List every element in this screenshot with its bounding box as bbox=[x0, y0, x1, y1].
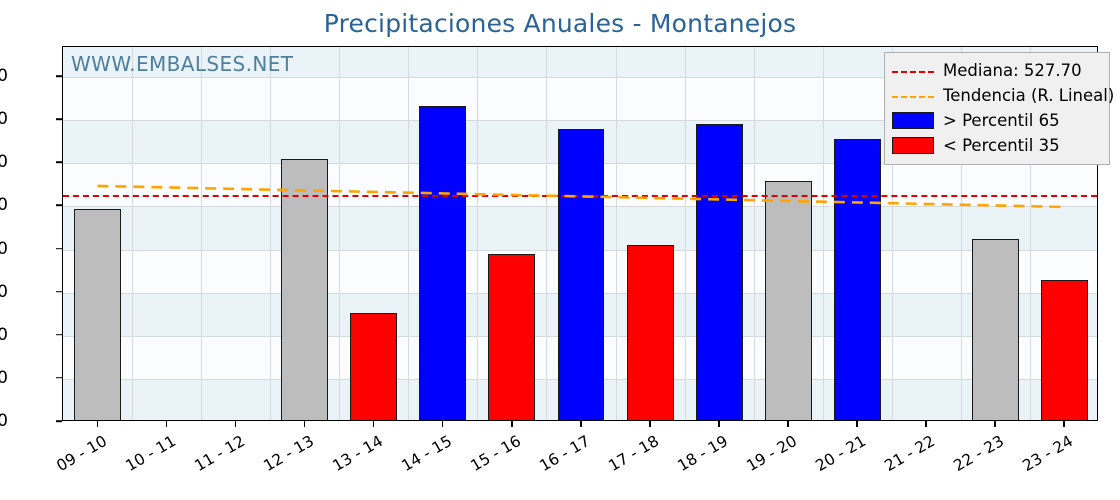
page-title: Precipitaciones Anuales - Montanejos bbox=[323, 9, 797, 38]
gridline-vertical bbox=[270, 47, 272, 420]
y-tick-mark bbox=[56, 290, 62, 293]
legend-item[interactable]: Tendencia (R. Lineal) bbox=[892, 83, 1114, 108]
x-tick-mark bbox=[580, 421, 582, 427]
x-tick-mark bbox=[372, 421, 375, 427]
bar[interactable] bbox=[74, 208, 121, 420]
gridline-vertical bbox=[339, 47, 341, 420]
gridline-horizontal bbox=[63, 120, 1097, 122]
x-tick-mark bbox=[856, 421, 858, 427]
gridline-vertical bbox=[477, 47, 479, 420]
legend-swatch-box bbox=[892, 112, 934, 129]
y-tick-mark bbox=[56, 75, 62, 77]
x-tick-mark bbox=[165, 421, 168, 427]
y-tick-label: 200 bbox=[0, 324, 8, 345]
y-tick-mark bbox=[56, 420, 62, 422]
bar[interactable] bbox=[695, 124, 743, 420]
y-tick-label: 300 bbox=[0, 281, 8, 302]
y-tick-label: 700 bbox=[0, 109, 8, 130]
trend-line-path bbox=[97, 184, 1063, 209]
x-tick-mark bbox=[303, 421, 306, 427]
bar[interactable] bbox=[419, 106, 467, 420]
y-tick-label: 400 bbox=[0, 238, 8, 259]
gridline-horizontal bbox=[63, 77, 1097, 79]
legend: Mediana: 527.70 Tendencia (R. Lineal) > Pe… bbox=[884, 52, 1114, 165]
x-tick-mark bbox=[718, 421, 720, 427]
x-tick-mark bbox=[441, 421, 444, 427]
legend-item-label: > Percentil 65 bbox=[943, 111, 1060, 130]
bar[interactable] bbox=[281, 159, 329, 420]
bar[interactable] bbox=[764, 181, 812, 420]
bar[interactable] bbox=[350, 313, 398, 420]
bar[interactable] bbox=[1040, 279, 1088, 420]
gridline-vertical bbox=[546, 47, 548, 420]
legend-swatch-box bbox=[892, 137, 934, 154]
legend-item-label: < Percentil 35 bbox=[943, 136, 1060, 155]
gridline-vertical bbox=[891, 47, 893, 420]
y-tick-label: 500 bbox=[0, 195, 8, 216]
gridline-vertical bbox=[408, 47, 410, 420]
bar[interactable] bbox=[488, 253, 536, 420]
y-tick-mark bbox=[56, 333, 62, 336]
x-tick-mark bbox=[96, 421, 99, 427]
legend-item[interactable]: Mediana: 527.70 bbox=[892, 58, 1102, 83]
x-tick-mark bbox=[994, 421, 996, 427]
x-tick-mark bbox=[510, 421, 513, 427]
median-line bbox=[63, 194, 1097, 197]
bar[interactable] bbox=[971, 239, 1019, 420]
legend-item-label: Tendencia (R. Lineal) bbox=[943, 86, 1115, 105]
y-tick-mark bbox=[56, 161, 62, 164]
gridline-vertical bbox=[960, 47, 962, 420]
x-tick-mark bbox=[649, 421, 651, 427]
legend-swatch-dashed-line bbox=[892, 64, 934, 78]
legend-item[interactable]: > Percentil 65 bbox=[892, 108, 1102, 133]
bar[interactable] bbox=[833, 138, 881, 420]
x-tick-mark bbox=[1063, 421, 1066, 427]
y-tick-label: 600 bbox=[0, 152, 8, 173]
legend-swatch-dashed-line bbox=[892, 89, 934, 103]
y-tick-label: 100 bbox=[0, 367, 8, 388]
x-tick-mark bbox=[925, 421, 927, 427]
gridline-vertical bbox=[132, 47, 134, 420]
y-tick-mark bbox=[56, 204, 62, 207]
watermark-label: WWW.EMBALSES.NET bbox=[71, 52, 294, 76]
gridline-vertical bbox=[615, 47, 617, 420]
gridline-vertical bbox=[201, 47, 203, 420]
gridline-vertical bbox=[684, 47, 686, 420]
y-tick-label: 0 bbox=[0, 411, 8, 431]
legend-item-label: Mediana: 527.70 bbox=[943, 61, 1082, 80]
x-tick-mark bbox=[234, 421, 237, 427]
y-tick-mark bbox=[56, 247, 62, 250]
x-tick-mark bbox=[787, 421, 789, 427]
bar[interactable] bbox=[626, 245, 674, 420]
bar[interactable] bbox=[557, 128, 605, 420]
gridline-vertical bbox=[822, 47, 824, 420]
legend-item[interactable]: < Percentil 35 bbox=[892, 133, 1102, 158]
y-tick-mark bbox=[56, 118, 62, 121]
gridline-vertical bbox=[753, 47, 755, 420]
y-tick-label: 800 bbox=[0, 66, 8, 87]
gridline-vertical bbox=[1029, 47, 1031, 420]
y-tick-mark bbox=[56, 377, 62, 379]
